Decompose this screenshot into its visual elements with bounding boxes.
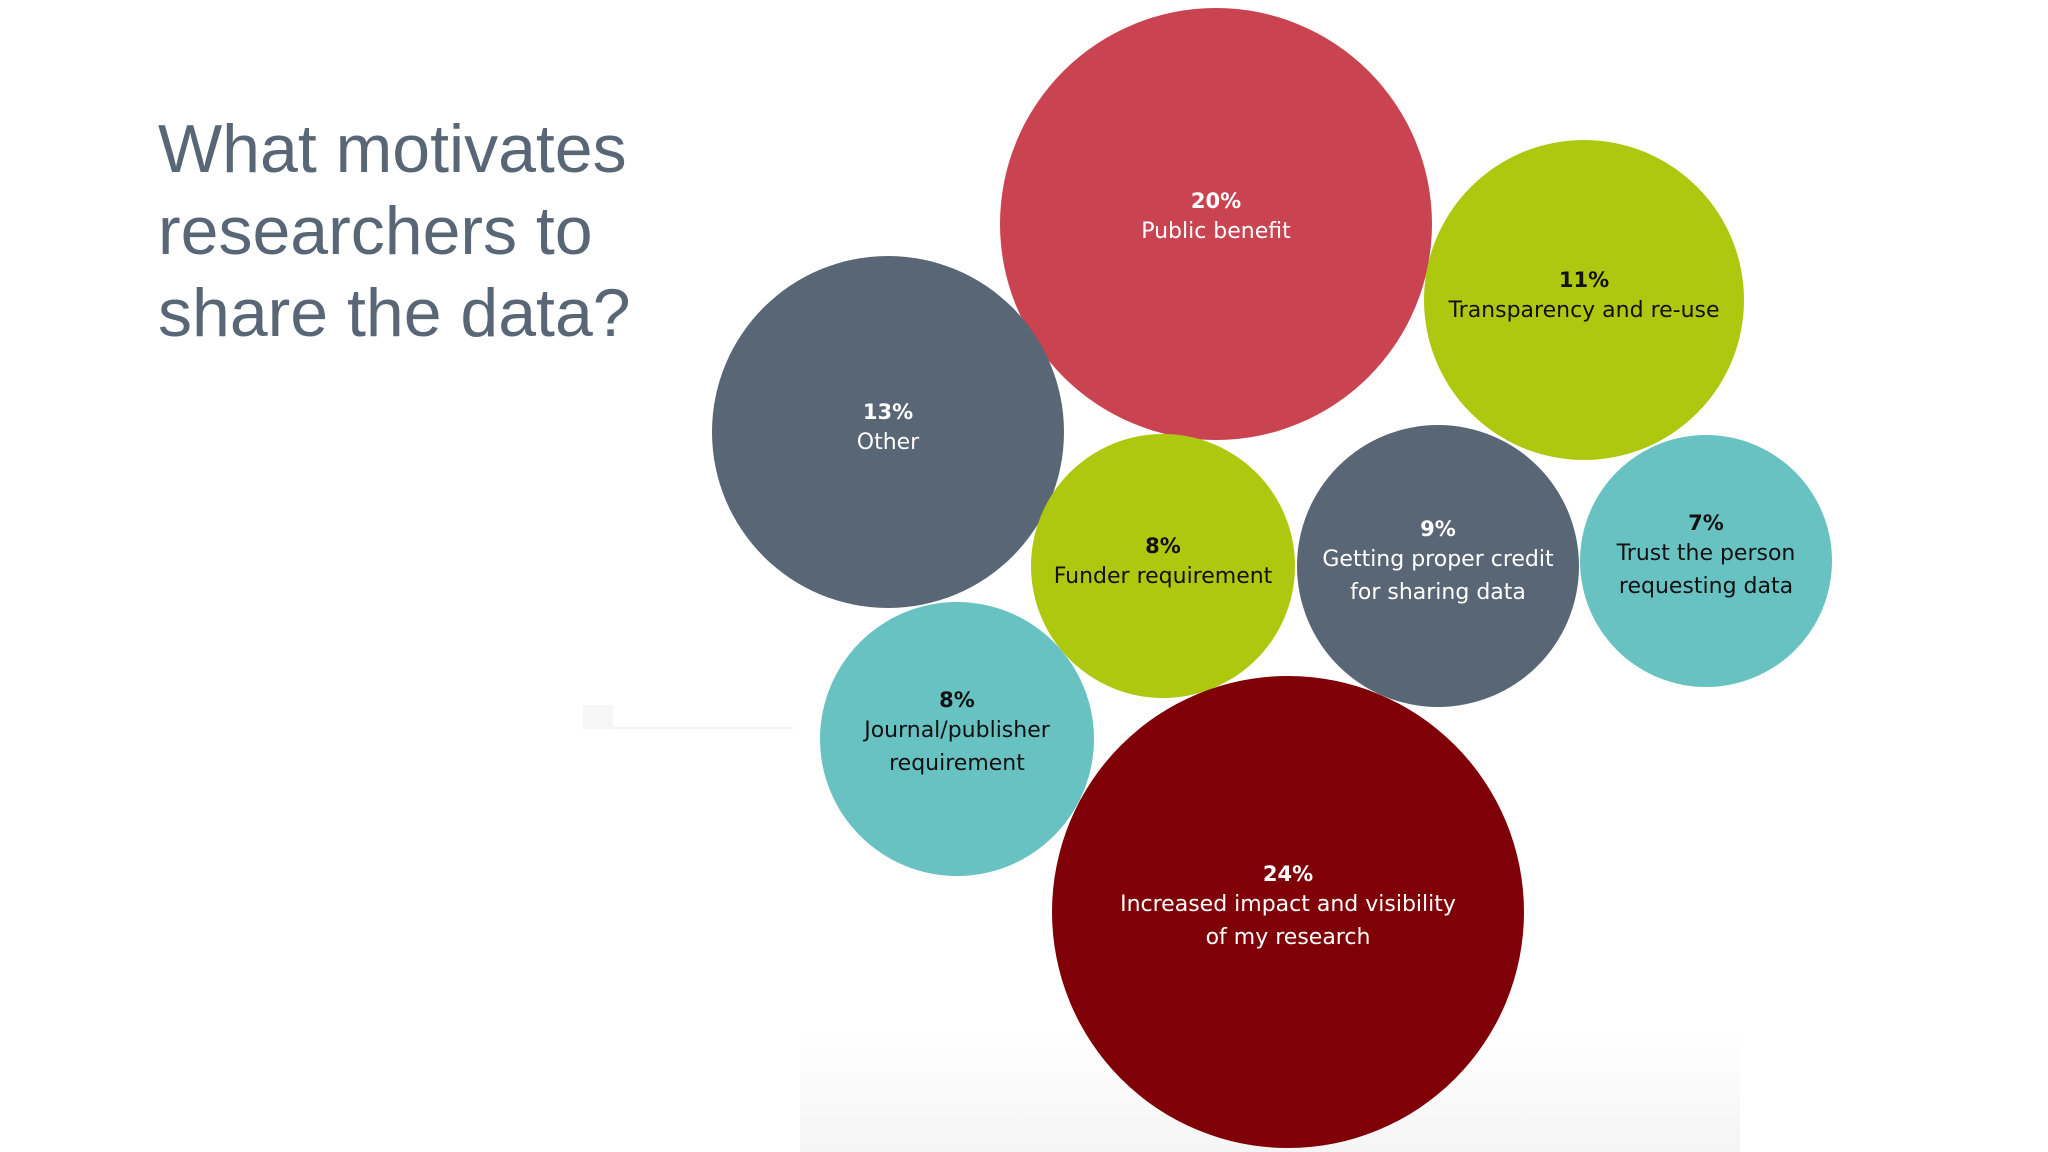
title-line-2: researchers to — [158, 193, 593, 269]
bubble-5-label-line-1: Getting proper credit — [1322, 547, 1554, 572]
bubble-6-circle — [1580, 435, 1832, 687]
bubble-8-circle — [1052, 676, 1524, 1148]
bubble-5-circle — [1297, 425, 1579, 707]
title-line-3: share the data? — [158, 275, 631, 351]
bubble-2-label-line-1: Transparency and re-use — [1447, 298, 1719, 323]
slide-title: What motivates researchers to share the … — [158, 108, 718, 354]
bubble-6-label-line-2: requesting data — [1619, 574, 1793, 599]
bubble-3-label-line-1: Other — [857, 430, 920, 455]
bubble-4-label-line-1: Funder requirement — [1054, 564, 1273, 589]
title-line-1: What motivates — [158, 111, 627, 187]
bubble-1-label-line-1: Public benefit — [1141, 219, 1291, 244]
bubble-1-percent: 20% — [1191, 189, 1241, 213]
bubble-2-circle — [1424, 140, 1744, 460]
faint-background-block — [583, 705, 613, 729]
bubble-7-label-line-2: requirement — [889, 751, 1025, 776]
bubble-5-label-line-2: for sharing data — [1350, 580, 1526, 605]
bubble-7-circle — [820, 602, 1094, 876]
bubble-6-label-line-1: Trust the person — [1616, 541, 1796, 566]
bubble-8-percent: 24% — [1263, 862, 1313, 886]
bubble-1-circle — [1000, 8, 1432, 440]
bubble-7-percent: 8% — [939, 688, 975, 712]
bubble-3-percent: 13% — [863, 400, 913, 424]
bubble-7-label-line-1: Journal/publisher — [862, 718, 1051, 743]
faint-background-line — [613, 727, 793, 729]
bubble-2-percent: 11% — [1559, 268, 1609, 292]
bubble-6-percent: 7% — [1688, 511, 1724, 535]
bubble-3-circle — [712, 256, 1064, 608]
bubble-4-circle — [1031, 434, 1295, 698]
bubble-4-percent: 8% — [1145, 534, 1181, 558]
bubble-5-percent: 9% — [1420, 517, 1456, 541]
bubble-8-label-line-1: Increased impact and visibility — [1120, 892, 1456, 917]
bubble-8-label-line-2: of my research — [1206, 925, 1371, 950]
